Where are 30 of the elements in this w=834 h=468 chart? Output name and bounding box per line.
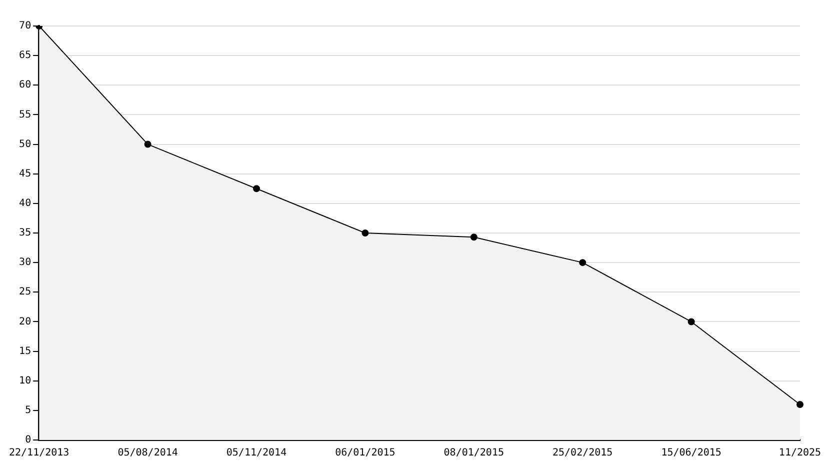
y-tick-label: 60 <box>19 80 32 91</box>
y-tick-label: 15 <box>19 346 32 357</box>
y-tick-label: 35 <box>19 228 32 239</box>
point <box>688 318 695 326</box>
x-tick-label: 05/08/2014 <box>118 448 178 459</box>
y-tick-label: 20 <box>19 316 32 328</box>
point <box>362 230 369 236</box>
y-tick-label: 5 <box>25 405 32 416</box>
y-tick-label: 70 <box>19 20 32 32</box>
x-tick-label: 05/11/2014 <box>226 448 287 459</box>
y-tick-label: 25 <box>19 286 32 298</box>
x-tick-label: 08/01/2015 <box>444 448 504 459</box>
x-tick-label: 11/2025 <box>778 448 822 459</box>
y-tick-label: 30 <box>19 257 32 268</box>
point <box>796 401 804 408</box>
x-tick-label: 25/02/2015 <box>552 448 613 459</box>
y-tick-label: 55 <box>19 109 32 120</box>
point <box>470 234 478 241</box>
y-tick-label: 65 <box>19 50 32 62</box>
y-tick-label: 45 <box>19 168 32 180</box>
x-tick-label: 06/01/2015 <box>335 448 396 459</box>
y-tick-label: 10 <box>19 375 32 386</box>
x-tick-label: 15/06/2015 <box>661 448 722 459</box>
point <box>579 259 586 266</box>
point <box>144 140 152 148</box>
y-tick-label: 40 <box>19 198 32 210</box>
point <box>253 185 260 192</box>
x-tick-label: 22/11/2013 <box>8 448 70 459</box>
y-tick-label: 50 <box>19 138 32 150</box>
y-tick-label: 0 <box>25 434 32 446</box>
